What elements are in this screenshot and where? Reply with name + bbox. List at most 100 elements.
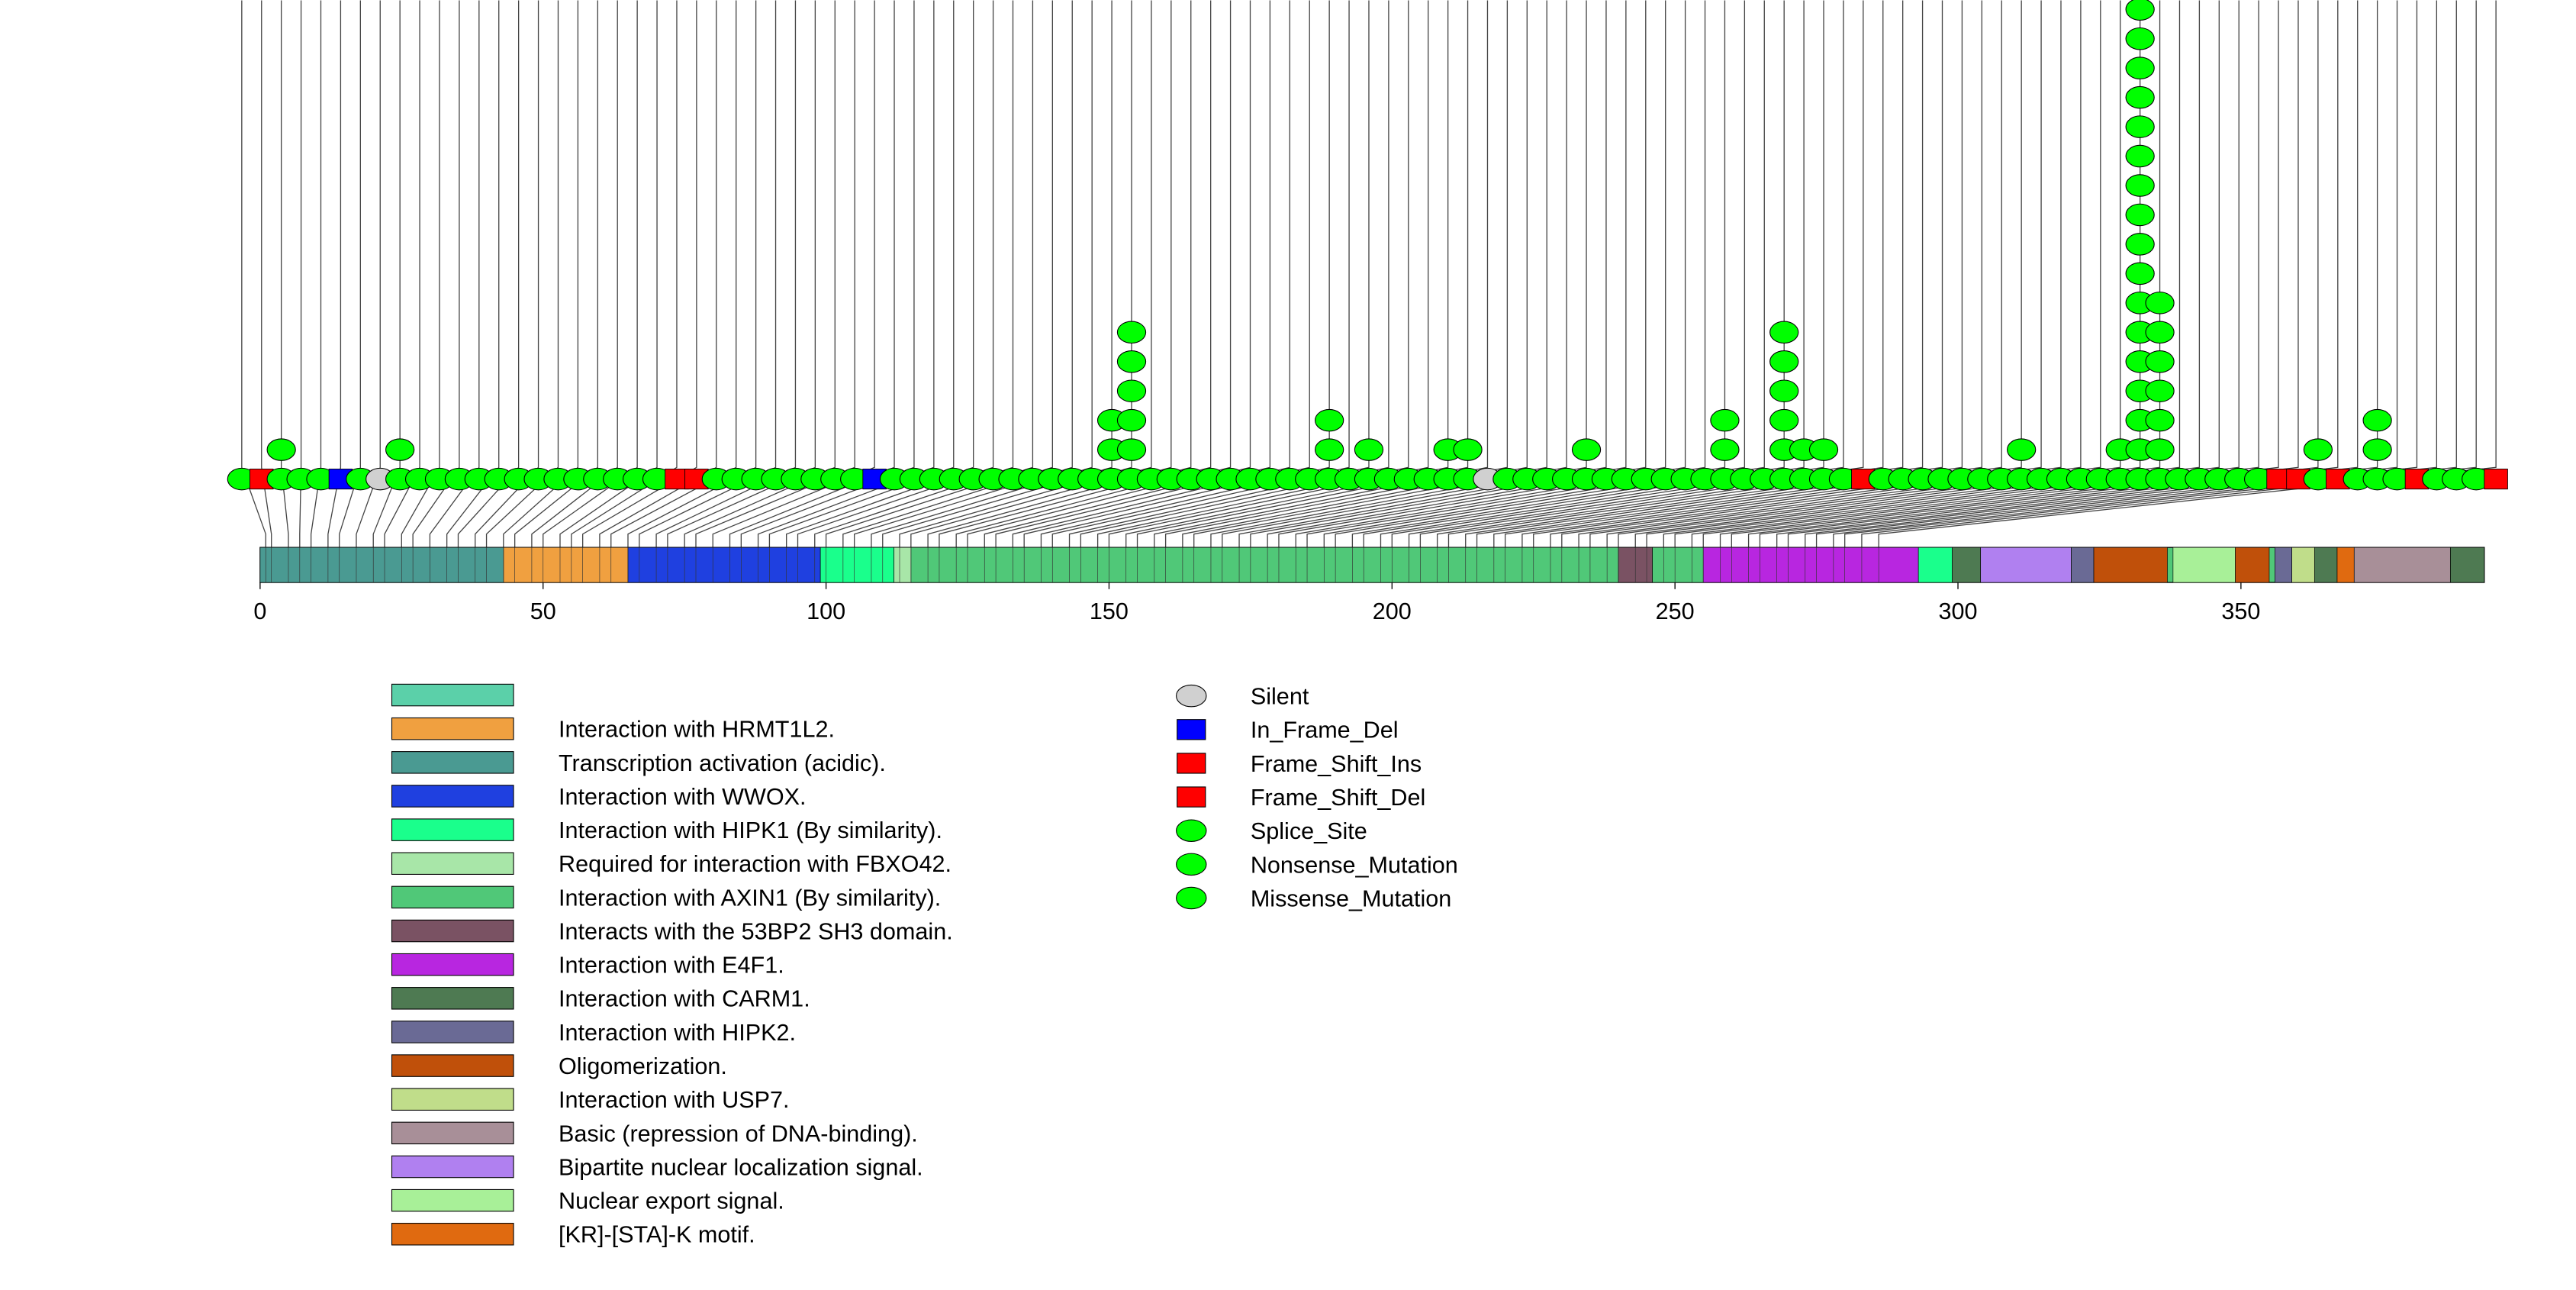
domain-legend-swatch	[391, 1188, 514, 1212]
mutation-stem	[967, 0, 1232, 548]
mutation-stems	[241, 0, 2497, 548]
mutation-stem	[1731, 0, 2299, 548]
mutation-stem	[667, 0, 816, 548]
mutation-marker-missense-mutation	[2125, 0, 2155, 21]
domain-legend-swatch	[391, 683, 514, 707]
mutation-stem	[1674, 0, 2220, 548]
domain-segment	[2275, 547, 2292, 583]
mutation-stem	[261, 0, 272, 548]
mutation-stem	[712, 0, 875, 548]
mutation-legend-label: Nonsense_Mutation	[1251, 852, 1458, 878]
mutation-marker-missense-mutation	[1453, 438, 1483, 461]
mutation-stem	[1096, 0, 1409, 548]
mutation-stem	[1436, 0, 1884, 548]
domain-legend-label: [KR]-[STA]-K motif.	[559, 1222, 755, 1248]
mutation-marker-frame-shift-del	[2484, 469, 2508, 490]
mutation-stem	[503, 0, 579, 548]
mutation-stem	[1222, 0, 1587, 548]
domain-legend-label: Bipartite nuclear localization signal.	[559, 1154, 923, 1180]
mutation-stem	[559, 0, 658, 548]
mutation-marker-missense-mutation	[2125, 233, 2155, 256]
mutation-stem	[1250, 0, 1627, 548]
mutation-marker-missense-mutation	[2007, 438, 2037, 461]
mutation-stem	[882, 0, 1113, 548]
mutation-marker-missense-mutation	[2125, 115, 2155, 138]
x-tick-label: 50	[530, 598, 556, 624]
mutation-stem	[1051, 0, 1350, 548]
domain-legend-swatch	[391, 1088, 514, 1111]
mutation-stem	[1805, 0, 2398, 548]
mutation-stem	[927, 0, 1172, 548]
mutation-marker-missense-mutation	[1116, 379, 1147, 402]
mutation-stem	[871, 0, 1093, 548]
mutation-marker-missense-mutation	[2362, 408, 2392, 432]
domain-segment	[2093, 547, 2168, 583]
mutation-stem	[1550, 0, 2042, 548]
domain-legend-label: Required for interaction with FBXO42.	[559, 851, 952, 877]
domain-segment	[503, 547, 629, 583]
domain-legend-label: Basic (repression of DNA-binding).	[559, 1121, 918, 1146]
mutation-stem	[1776, 0, 2359, 548]
mutation-marker-missense-mutation	[1769, 321, 1799, 344]
mutation-stem	[1295, 0, 1686, 548]
domain-legend-swatch	[391, 919, 514, 943]
mutation-stem	[740, 0, 915, 548]
domain-legend-swatch	[391, 1054, 514, 1077]
mutation-stem	[729, 0, 895, 548]
mutation-type-legend: Silent In_Frame_Del Frame_Shift_Ins Frame_S…	[1176, 684, 1458, 911]
mutation-legend-swatch	[1177, 786, 1206, 808]
mutation-stem	[1521, 0, 2002, 548]
mutation-stem	[1844, 0, 2457, 548]
mutation-stem	[1391, 0, 1824, 548]
mutation-stem	[514, 0, 598, 548]
mutation-stem	[768, 0, 955, 548]
mutation-marker-missense-mutation	[1116, 408, 1147, 432]
domain-segment	[259, 547, 504, 583]
domain-legend-label: Interaction with USP7.	[559, 1087, 790, 1113]
mutation-stem	[639, 0, 777, 548]
mutation-stem	[1182, 0, 1528, 548]
domain-legend: Interaction with HRMT1L2. Transcription a…	[391, 683, 953, 1248]
mutation-marker-missense-mutation	[2145, 292, 2175, 314]
domain-segment	[1918, 547, 1953, 583]
mutation-stem	[1815, 0, 2418, 548]
mutation-marker-missense-mutation	[2145, 350, 2175, 373]
domain-legend-label: Interaction with CARM1.	[559, 986, 810, 1012]
domain-legend-swatch	[391, 1223, 514, 1246]
mutation-stem	[1023, 0, 1310, 548]
mutation-marker-missense-mutation	[1116, 350, 1147, 373]
mutation-stem	[412, 0, 460, 548]
x-tick-label: 0	[253, 598, 266, 624]
mutation-stem	[1335, 0, 1746, 548]
mutation-stem	[310, 0, 322, 548]
domain-segment	[1980, 547, 2072, 583]
mutation-legend-label: Splice_Site	[1251, 818, 1367, 844]
mutation-marker-missense-mutation	[1116, 321, 1147, 344]
mutation-stem	[339, 0, 361, 548]
mutation-marker-missense-mutation	[2145, 379, 2175, 402]
mutation-marker-missense-mutation	[1354, 438, 1384, 461]
mutation-stem	[842, 0, 1053, 548]
mutation-stem	[1504, 0, 1982, 548]
mutation-stem	[1561, 0, 2062, 548]
domain-segment	[894, 547, 912, 583]
mutation-stem	[581, 0, 697, 548]
domain-segment	[627, 547, 821, 583]
domain-legend-label: Interaction with AXIN1 (By similarity).	[559, 885, 941, 911]
mutation-legend-label: Frame_Shift_Ins	[1251, 751, 1422, 777]
mutation-stem	[797, 0, 994, 548]
mutation-stem	[854, 0, 1073, 548]
domain-legend-swatch	[391, 852, 514, 875]
mutation-marker-missense-mutation	[2125, 85, 2155, 109]
mutation-stem	[446, 0, 500, 548]
mutation-marker-missense-mutation	[266, 438, 296, 461]
mutation-marker-missense-mutation	[1769, 379, 1799, 402]
mutation-stem	[1833, 0, 2438, 548]
mutation-stem	[531, 0, 618, 548]
x-axis: 0 50 100 150 200 250 300 350	[253, 582, 2260, 624]
mutation-marker-missense-mutation	[1571, 438, 1602, 461]
mutation-legend-swatch	[1177, 719, 1206, 740]
mutation-stem	[1040, 0, 1330, 548]
domain-segment	[2071, 547, 2095, 583]
mutation-marker-missense-mutation	[1710, 438, 1740, 461]
